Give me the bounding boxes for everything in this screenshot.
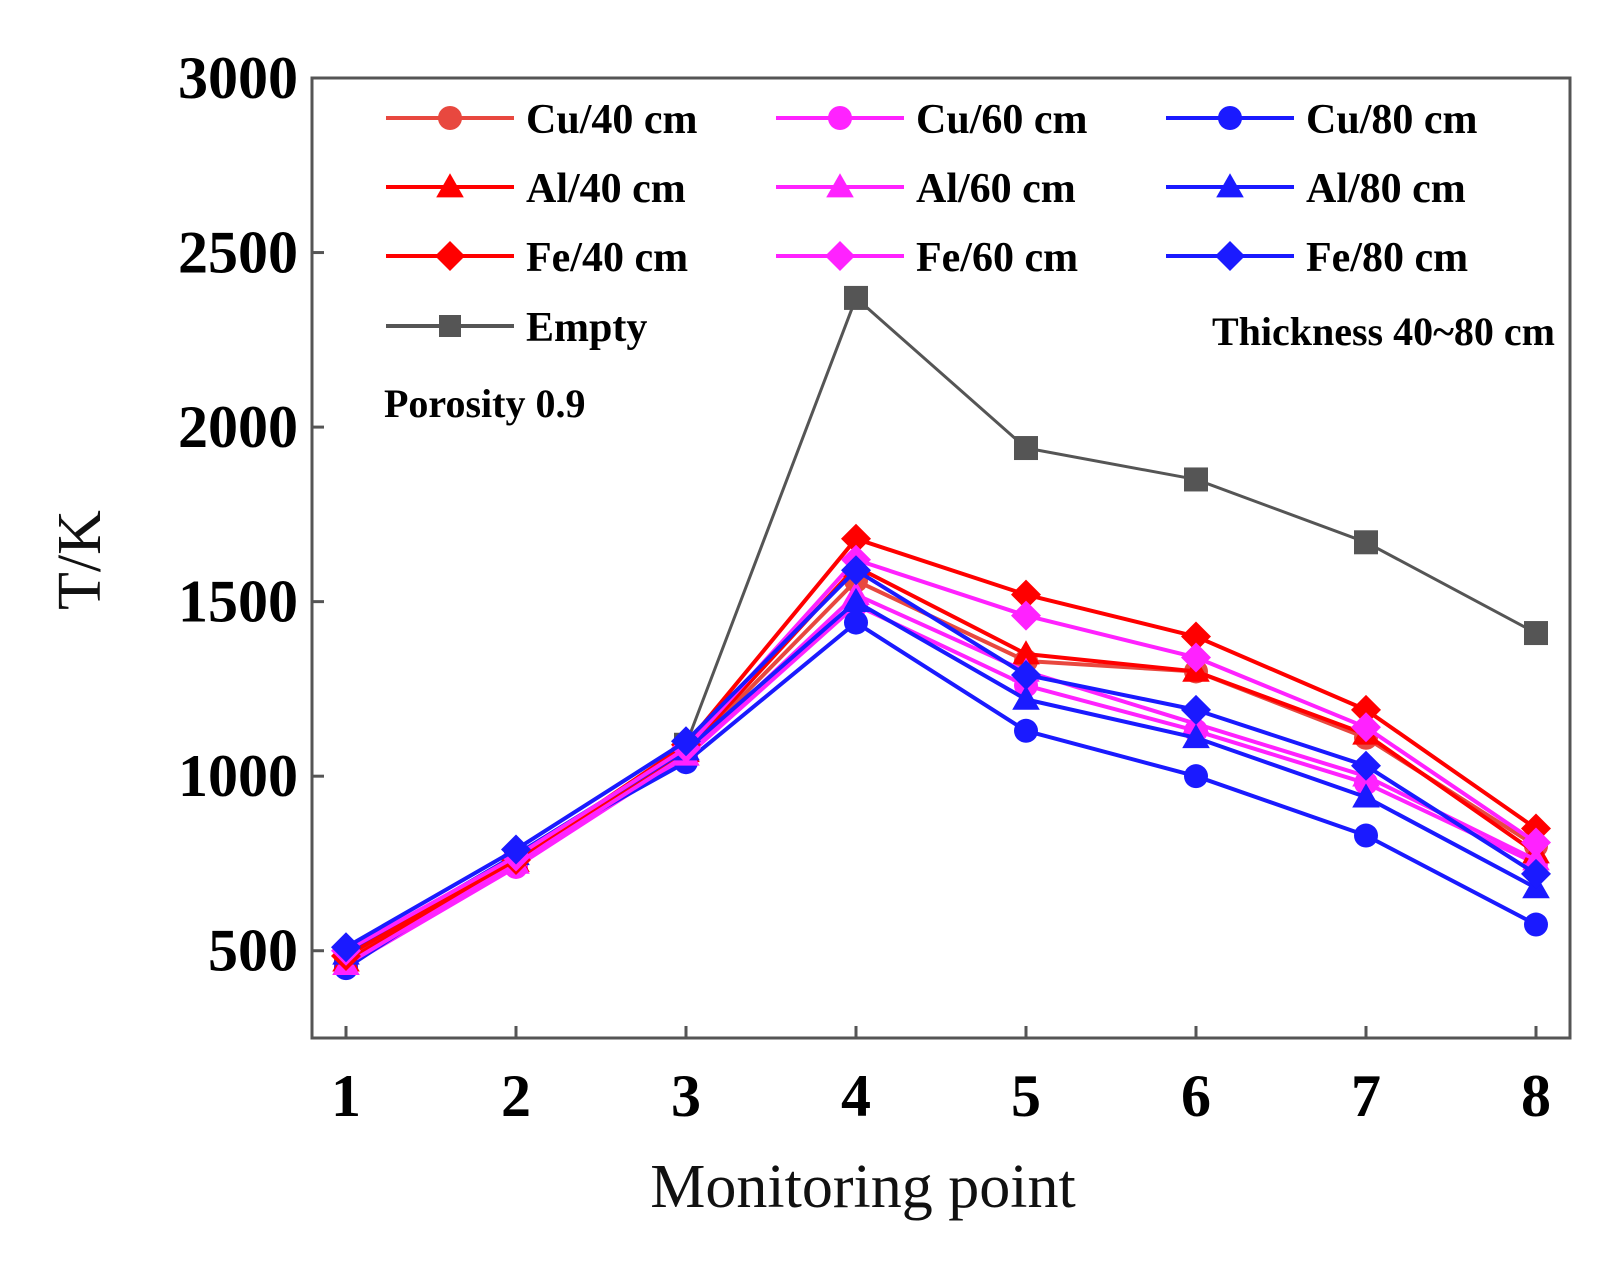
data-point xyxy=(844,285,868,310)
series-line xyxy=(345,536,1538,958)
y-axis-title: T/K xyxy=(46,510,114,610)
y-axis: 500 1000 1500 2000 2500 3000 xyxy=(178,45,324,984)
data-point xyxy=(1351,750,1381,781)
data-point xyxy=(1181,694,1211,725)
legend-item-al-60-cm: Al/60 cm xyxy=(776,166,1076,212)
series-line xyxy=(344,603,1537,969)
data-point xyxy=(1522,846,1550,871)
data-point xyxy=(1011,579,1041,610)
x-tick-label: 4 xyxy=(841,1063,871,1129)
data-point xyxy=(501,834,531,865)
data-point xyxy=(1524,912,1548,937)
legend-item-fe-40-cm: Fe/40 cm xyxy=(386,235,688,281)
legend-label: Cu/40 cm xyxy=(526,97,698,143)
series-line xyxy=(345,557,1538,953)
legend-label: Al/80 cm xyxy=(1306,166,1466,212)
legend-marker xyxy=(1215,241,1245,271)
legend-label: Fe/80 cm xyxy=(1306,235,1468,281)
legend-label: Fe/60 cm xyxy=(916,235,1078,281)
x-tick-label: 3 xyxy=(671,1063,701,1129)
legend-marker xyxy=(439,315,461,337)
data-point xyxy=(1012,640,1040,665)
legend-item-al-80-cm: Al/80 cm xyxy=(1166,166,1466,212)
data-point xyxy=(671,726,701,757)
legend-marker xyxy=(435,241,465,271)
data-point xyxy=(1014,436,1038,461)
y-tick-label: 2500 xyxy=(178,220,298,286)
data-point xyxy=(1184,764,1208,789)
x-axis-title: Monitoring point xyxy=(650,1153,1075,1221)
data-point xyxy=(1521,858,1551,889)
legend-marker xyxy=(1216,173,1244,198)
data-point xyxy=(1014,718,1038,743)
legend-item-empty: Empty xyxy=(386,305,647,351)
data-point xyxy=(1012,685,1040,710)
data-point xyxy=(331,932,361,963)
x-tick-label: 5 xyxy=(1011,1063,1041,1129)
legend: Cu/40 cm Cu/60 cm Cu/80 cm Al/40 cm Al/60 cm… xyxy=(386,97,1478,351)
data-point xyxy=(1181,642,1211,673)
legend-marker xyxy=(828,106,852,130)
legend-label: Cu/60 cm xyxy=(916,97,1088,143)
data-point xyxy=(1352,783,1380,808)
legend-item-al-40-cm: Al/40 cm xyxy=(386,166,686,212)
data-point xyxy=(1354,530,1378,555)
x-tick-label: 8 xyxy=(1521,1063,1551,1129)
legend-label: Fe/40 cm xyxy=(526,235,688,281)
legend-marker xyxy=(825,241,855,271)
y-tick-label: 1000 xyxy=(178,743,298,809)
legend-label: Al/60 cm xyxy=(916,166,1076,212)
thickness-annotation: Thickness 40~80 cm xyxy=(1212,309,1555,354)
legend-item-fe-60-cm: Fe/60 cm xyxy=(776,235,1078,281)
data-point xyxy=(1521,827,1551,858)
legend-label: Empty xyxy=(526,305,647,351)
legend-marker xyxy=(1218,106,1242,130)
y-tick-label: 2000 xyxy=(178,394,298,460)
data-point xyxy=(1184,467,1208,492)
data-point xyxy=(1182,723,1210,749)
legend-marker xyxy=(438,106,462,130)
series-line xyxy=(344,592,1537,967)
data-point xyxy=(1351,694,1381,725)
plot-frame xyxy=(310,76,1572,1040)
x-tick-label: 6 xyxy=(1181,1063,1211,1129)
legend-marker xyxy=(436,173,464,198)
data-point xyxy=(1524,621,1548,646)
data-point xyxy=(1011,600,1041,631)
legend-item-cu-40-cm: Cu/40 cm xyxy=(386,97,698,143)
x-tick-label: 1 xyxy=(331,1063,361,1129)
x-axis: 1 2 3 4 5 6 7 8 xyxy=(331,1026,1551,1129)
data-point xyxy=(841,555,871,586)
data-point xyxy=(844,610,868,635)
y-tick-label: 1500 xyxy=(178,569,298,635)
series-fe-60-cm xyxy=(331,544,1551,966)
legend-item-cu-80-cm: Cu/80 cm xyxy=(1166,97,1478,143)
data-point xyxy=(1181,621,1211,652)
legend-label: Al/40 cm xyxy=(526,166,686,212)
legend-label: Cu/80 cm xyxy=(1306,97,1478,143)
y-tick-label: 3000 xyxy=(178,45,298,111)
data-point xyxy=(1011,659,1041,690)
porosity-annotation: Porosity 0.9 xyxy=(384,381,585,426)
legend-item-cu-60-cm: Cu/60 cm xyxy=(776,97,1088,143)
data-point xyxy=(842,587,870,612)
series-line xyxy=(345,568,1538,949)
x-tick-label: 2 xyxy=(501,1063,531,1129)
series-layer xyxy=(331,285,1551,981)
legend-item-fe-80-cm: Fe/80 cm xyxy=(1166,235,1468,281)
series-fe-80-cm xyxy=(331,555,1551,963)
y-tick-label: 500 xyxy=(208,918,298,984)
data-point xyxy=(1351,712,1381,743)
legend-marker xyxy=(826,173,854,198)
x-tick-label: 7 xyxy=(1351,1063,1381,1129)
data-point xyxy=(1354,823,1378,848)
data-point xyxy=(841,523,871,554)
